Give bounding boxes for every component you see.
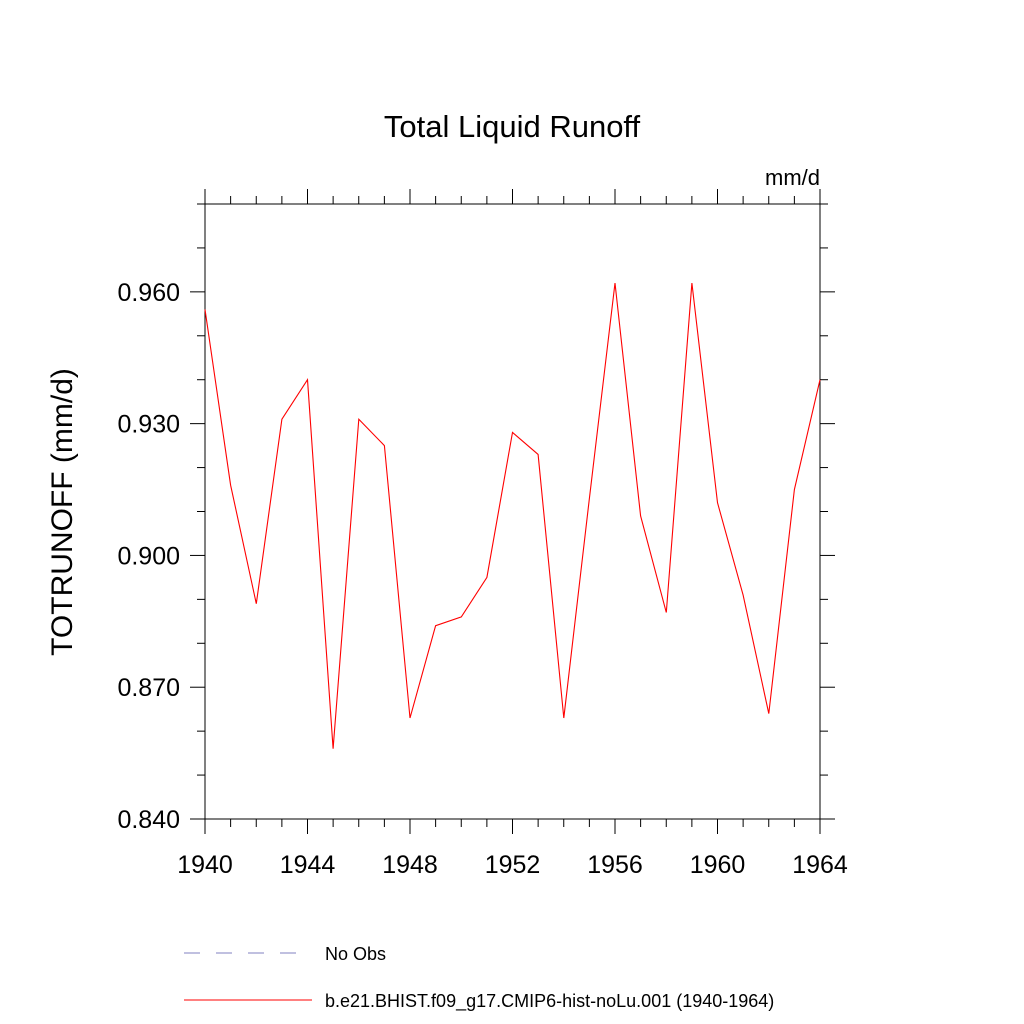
legend-label: b.e21.BHIST.f09_g17.CMIP6-hist-noLu.001 …	[325, 991, 774, 1012]
y-tick-label: 0.900	[117, 542, 180, 570]
x-tick-label: 1940	[177, 851, 233, 879]
y-tick-label: 0.960	[117, 279, 180, 307]
plot-frame	[204, 203, 821, 820]
x-tick-label: 1948	[382, 851, 438, 879]
legend: No Obs b.e21.BHIST.f09_g17.CMIP6-hist-noL…	[184, 944, 774, 1012]
x-tick-label: 1964	[792, 851, 848, 879]
x-tick-label: 1960	[690, 851, 746, 879]
x-tick-label: 1956	[587, 851, 643, 879]
legend-label: No Obs	[325, 944, 386, 964]
y-axis-title: TOTRUNOFF (mm/d)	[46, 368, 79, 656]
series-line	[204, 283, 821, 749]
units-label: mm/d	[765, 165, 820, 190]
chart-title: Total Liquid Runoff	[384, 109, 641, 144]
axis-ticks	[190, 189, 835, 834]
data-series	[204, 283, 821, 749]
x-tick-label: 1952	[485, 851, 541, 879]
x-tick-label: 1944	[280, 851, 336, 879]
y-tick-label: 0.870	[117, 674, 180, 702]
y-tick-label: 0.930	[117, 411, 180, 439]
axis-tick-labels: 1940 1944 1948 1952 1956 1960 1964 0.840 0.870 0.…	[117, 279, 847, 879]
y-tick-label: 0.840	[117, 806, 180, 834]
